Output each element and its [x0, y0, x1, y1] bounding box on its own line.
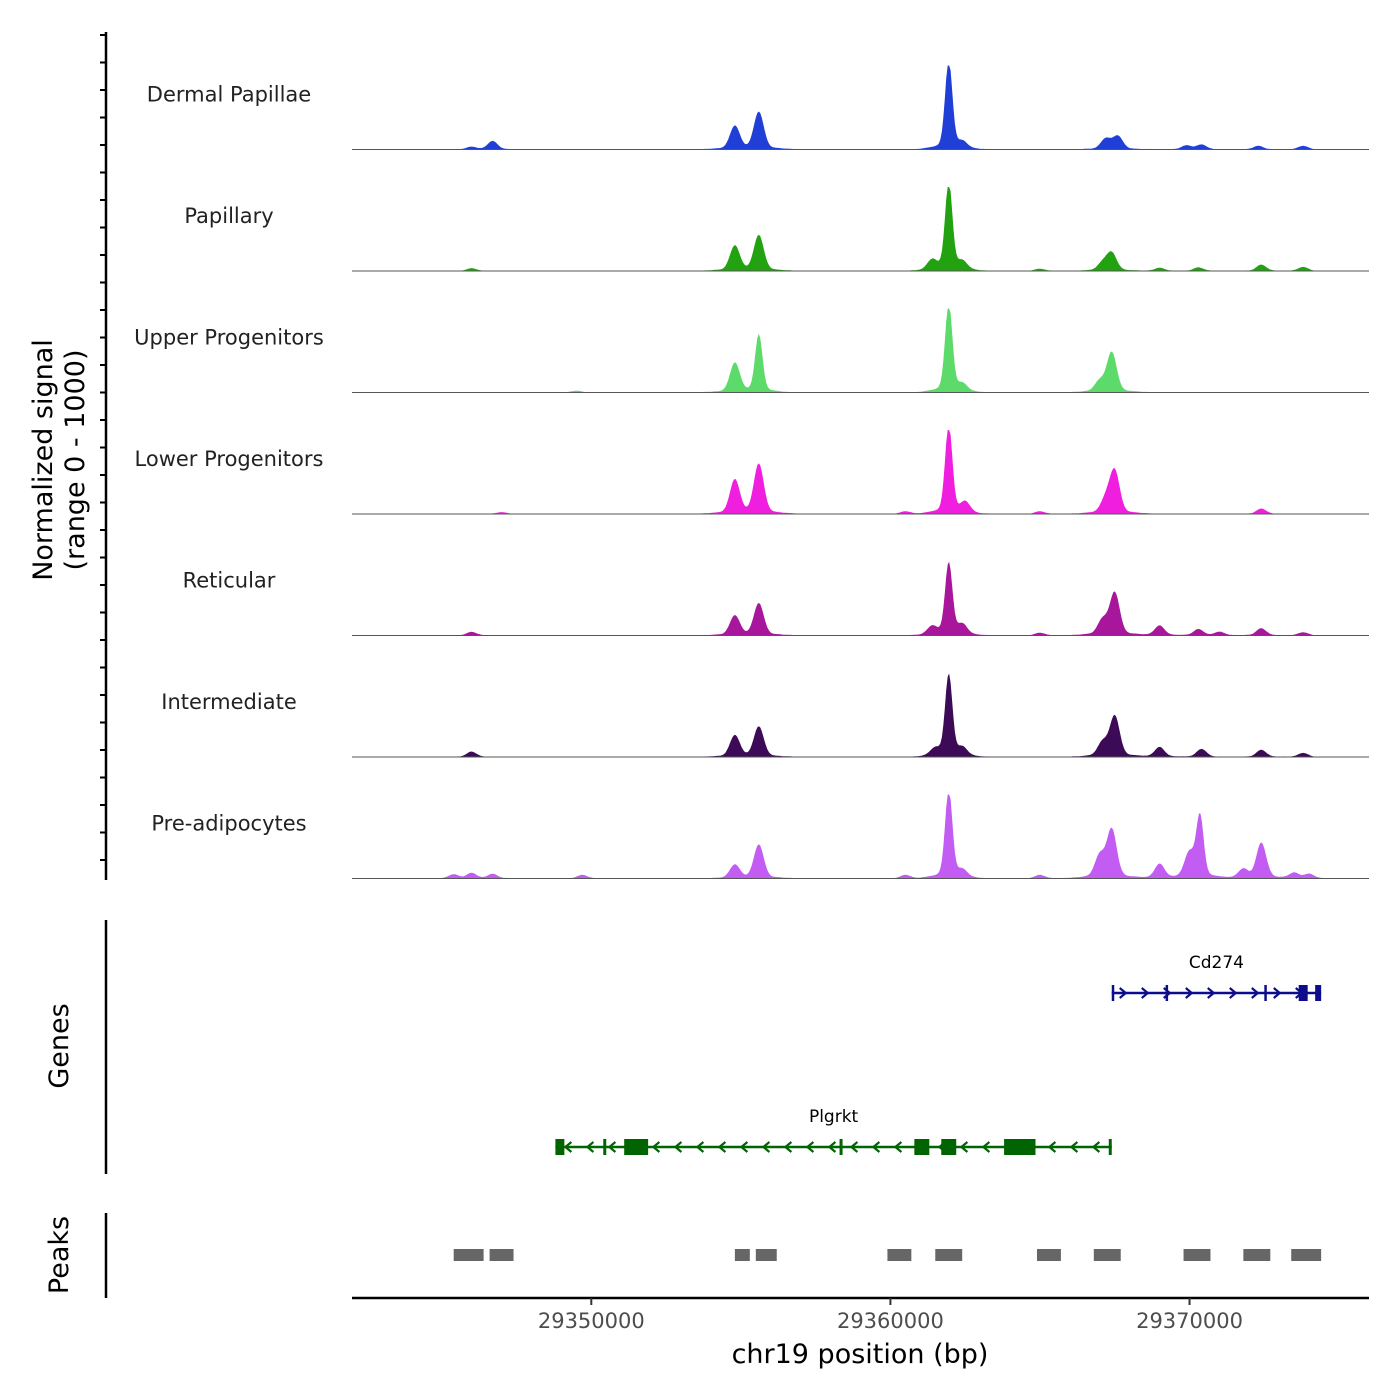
gene-plgrkt: Plgrkt [555, 1107, 1112, 1155]
strand-arrow [871, 1141, 881, 1153]
gene-exon [624, 1139, 649, 1155]
x-tick-label: 29350000 [538, 1309, 645, 1333]
strand-arrow [1091, 1141, 1101, 1153]
strand-arrow [1251, 987, 1260, 999]
gene-exon [1315, 985, 1322, 1001]
peak-region-5 [935, 1249, 963, 1261]
y-axis-title-line2: (range 0 - 1000) [60, 350, 91, 571]
peak-region-7 [1093, 1249, 1121, 1261]
track-upper-progenitors: Upper Progenitors [134, 308, 1369, 393]
peak-region-3 [755, 1249, 777, 1261]
track-label: Dermal Papillae [147, 83, 311, 107]
strand-arrow [1141, 987, 1150, 999]
genes-panel-label: Genes [44, 1003, 75, 1088]
gene-exon [1165, 985, 1169, 1001]
gene-exon [1111, 985, 1115, 1001]
track-label: Pre-adipocytes [151, 812, 306, 836]
gene-exon [1264, 985, 1267, 1001]
signal-area [352, 561, 1369, 636]
gene-exon [1004, 1139, 1036, 1155]
signal-area [352, 308, 1369, 393]
track-label: Upper Progenitors [134, 326, 324, 350]
gene-track: Cd274 Plgrkt [555, 953, 1322, 1155]
y-axis-title-line1: Normalized signal [28, 339, 59, 581]
strand-arrow [1273, 987, 1282, 999]
x-axis-ticks: 29350000 29360000 29370000 [538, 1298, 1243, 1333]
strand-arrow [1185, 987, 1194, 999]
x-tick-label: 29370000 [1136, 1309, 1243, 1333]
gene-exon [941, 1139, 957, 1155]
peak-region-2 [734, 1249, 750, 1261]
peak-region-9 [1243, 1249, 1271, 1261]
gene-exon [839, 1139, 843, 1155]
signal-area [352, 65, 1369, 150]
strand-arrow [959, 1141, 969, 1153]
gene-label: Plgrkt [809, 1107, 859, 1127]
strand-arrow [1047, 1141, 1057, 1153]
strand-arrow [1119, 987, 1128, 999]
strand-arrow [673, 1141, 683, 1153]
strand-arrow [695, 1141, 705, 1153]
peaks-panel-label: Peaks [44, 1216, 75, 1294]
strand-arrow [607, 1141, 617, 1153]
strand-arrow [783, 1141, 793, 1153]
peak-region-6 [1036, 1249, 1061, 1261]
strand-arrow [651, 1141, 661, 1153]
track-label: Intermediate [161, 690, 297, 714]
strand-arrow [563, 1141, 573, 1153]
peak-region-1 [489, 1249, 514, 1261]
strand-arrow [739, 1141, 749, 1153]
strand-arrow [827, 1141, 837, 1153]
peak-region-0 [453, 1249, 484, 1261]
track-dermal-papillae: Dermal Papillae [147, 65, 1369, 150]
gene-exon [1108, 1139, 1112, 1155]
strand-arrow [849, 1141, 859, 1153]
gene-cd274: Cd274 [1111, 953, 1322, 1001]
track-label: Papillary [184, 204, 273, 228]
strand-arrow [717, 1141, 727, 1153]
signal-tracks: Dermal Papillae Papillary Upper Progenitor… [134, 65, 1369, 879]
peak-region-8 [1183, 1249, 1211, 1261]
strand-arrow [585, 1141, 595, 1153]
gene-label: Cd274 [1189, 953, 1244, 973]
signal-area [352, 794, 1369, 879]
track-lower-progenitors: Lower Progenitors [135, 430, 1369, 515]
strand-arrow [805, 1141, 815, 1153]
track-papillary: Papillary [184, 187, 1369, 272]
signal-y-axis-ticks [100, 34, 106, 861]
signal-area [352, 187, 1369, 271]
strand-arrow [981, 1141, 991, 1153]
strand-arrow [1207, 987, 1216, 999]
gene-exon [914, 1139, 930, 1155]
strand-arrow [1069, 1141, 1079, 1153]
track-label: Reticular [183, 569, 276, 593]
gene-exon [1298, 985, 1308, 1001]
peak-track [453, 1249, 1322, 1261]
strand-arrow [761, 1141, 771, 1153]
strand-arrow [893, 1141, 903, 1153]
x-axis-title: chr19 position (bp) [732, 1339, 989, 1370]
track-label: Lower Progenitors [135, 447, 324, 471]
strand-arrow [1229, 987, 1238, 999]
gene-exon [603, 1139, 607, 1155]
track-intermediate: Intermediate [161, 673, 1369, 758]
signal-area [352, 673, 1369, 757]
peak-region-10 [1291, 1249, 1322, 1261]
track-reticular: Reticular [183, 561, 1369, 636]
track-pre-adipocytes: Pre-adipocytes [151, 794, 1369, 879]
peak-region-4 [887, 1249, 912, 1261]
signal-area [352, 430, 1369, 514]
x-tick-label: 29360000 [837, 1309, 944, 1333]
gene-exon [555, 1139, 565, 1155]
